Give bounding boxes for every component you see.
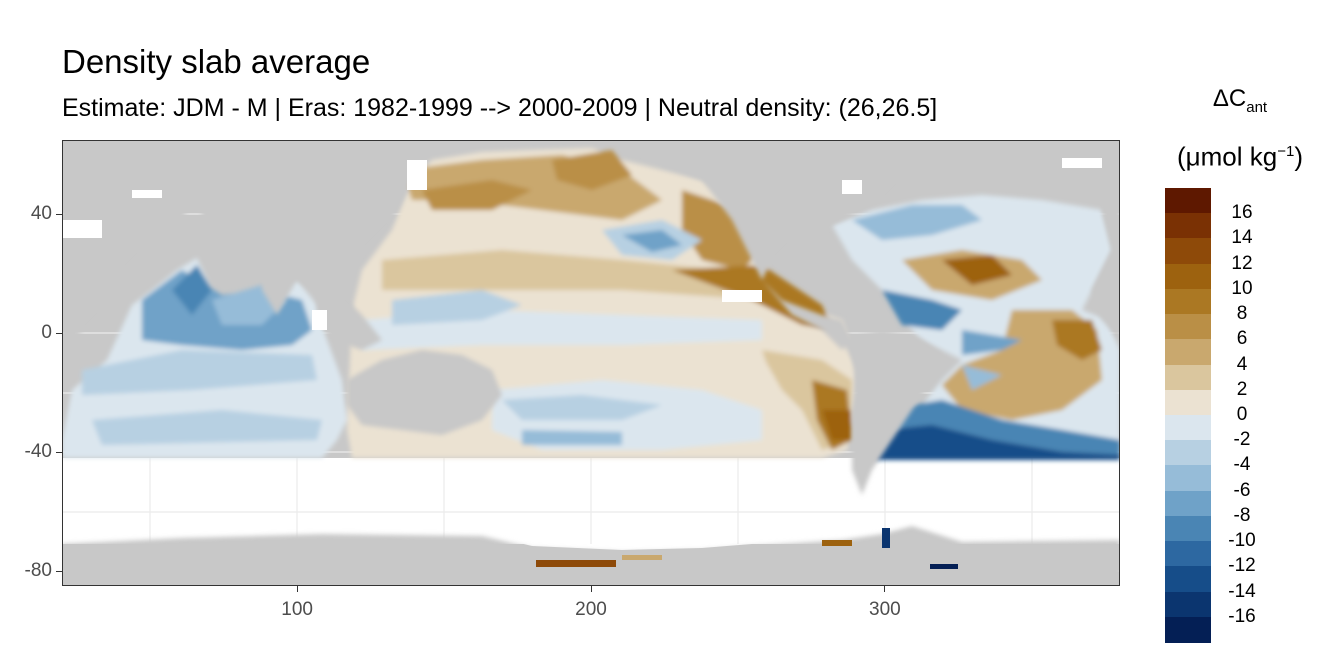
- legend-label: -14: [1228, 580, 1256, 602]
- legend-label: -2: [1233, 429, 1251, 451]
- antarctica: [62, 526, 1120, 586]
- y-tick-label: -80: [24, 560, 52, 582]
- north-america: [622, 140, 912, 280]
- panel-border: [62, 140, 1120, 586]
- y-tick-mark: [56, 332, 62, 334]
- legend-swatch: [1165, 213, 1211, 240]
- x-tick-mark: [296, 586, 298, 592]
- x-tick-label: 200: [575, 599, 607, 620]
- legend-swatch: [1165, 440, 1211, 467]
- legend-label: 10: [1231, 277, 1253, 299]
- y-tick-label: 40: [30, 203, 52, 225]
- legend-unit: (μmol kg−1): [1160, 137, 1320, 172]
- x-tick-mark: [884, 586, 886, 592]
- legend-unit-sup: −1: [1277, 142, 1295, 160]
- legend-label: 14: [1231, 227, 1253, 249]
- map-plot: [62, 140, 1120, 586]
- legend-swatch: [1165, 541, 1211, 567]
- legend-label: 12: [1231, 252, 1253, 274]
- legend-symbol: ΔC: [1212, 85, 1247, 112]
- chart-subtitle: Estimate: JDM - M | Eras: 1982-1999 --> …: [62, 94, 938, 122]
- legend-label: -10: [1228, 530, 1256, 552]
- legend-label: 8: [1236, 303, 1248, 325]
- central-america: [762, 280, 852, 350]
- legend-unit-main: (μmol kg: [1177, 141, 1278, 172]
- legend-swatch: [1165, 415, 1211, 441]
- y-tick-mark: [56, 451, 62, 453]
- legend-label: -16: [1228, 605, 1256, 627]
- legend-title: ΔCant (μmol kg−1): [1160, 84, 1320, 171]
- legend-swatch: [1165, 339, 1211, 366]
- south-america: [842, 330, 942, 495]
- legend-swatch: [1165, 238, 1211, 265]
- x-tick-label: 100: [281, 599, 313, 620]
- map-panel: [62, 140, 1120, 586]
- legend-swatch: [1165, 314, 1211, 340]
- legend-label: 6: [1236, 328, 1248, 350]
- se-asia: [317, 290, 382, 350]
- legend-label: -6: [1233, 479, 1251, 501]
- continents: [62, 140, 1120, 586]
- legend-swatch: [1165, 288, 1211, 315]
- legend-swatch: [1165, 263, 1211, 290]
- legend-label: 16: [1231, 202, 1253, 224]
- legend-swatch: [1165, 389, 1211, 416]
- legend-swatch: [1165, 490, 1211, 517]
- legend-swatch: [1165, 188, 1211, 214]
- ross-sea-patch: [536, 560, 616, 567]
- legend-label: -4: [1233, 454, 1251, 476]
- y-tick-label: -40: [24, 441, 52, 463]
- europe: [1092, 140, 1120, 340]
- chart-title: Density slab average: [62, 43, 371, 80]
- legend-swatch: [1165, 566, 1211, 593]
- legend-label: 4: [1236, 353, 1248, 375]
- legend-symbol-sub: ant: [1246, 98, 1268, 116]
- y-tick-label: 0: [41, 322, 52, 344]
- legend-swatch: [1165, 465, 1211, 492]
- legend-swatch: [1165, 364, 1211, 391]
- x-tick-mark: [590, 586, 592, 592]
- legend-label: 0: [1236, 404, 1248, 425]
- legend-label: -12: [1228, 555, 1256, 577]
- legend-swatch: [1165, 515, 1211, 542]
- nodata-patches: [62, 158, 1102, 330]
- y-tick-mark: [56, 213, 62, 215]
- legend-label: 2: [1236, 378, 1248, 400]
- legend-swatch: [1165, 616, 1211, 643]
- australia: [347, 350, 502, 435]
- y-tick-mark: [56, 570, 62, 572]
- x-tick-label: 300: [869, 599, 901, 620]
- asia: [182, 140, 422, 290]
- weddell-sea-patch: [930, 564, 958, 569]
- greenland: [902, 140, 1120, 190]
- legend-unit-close: ): [1294, 141, 1303, 172]
- india: [262, 260, 297, 315]
- legend-colorbar: [1165, 188, 1211, 643]
- legend-label: -8: [1233, 504, 1251, 526]
- legend-swatch: [1165, 591, 1211, 618]
